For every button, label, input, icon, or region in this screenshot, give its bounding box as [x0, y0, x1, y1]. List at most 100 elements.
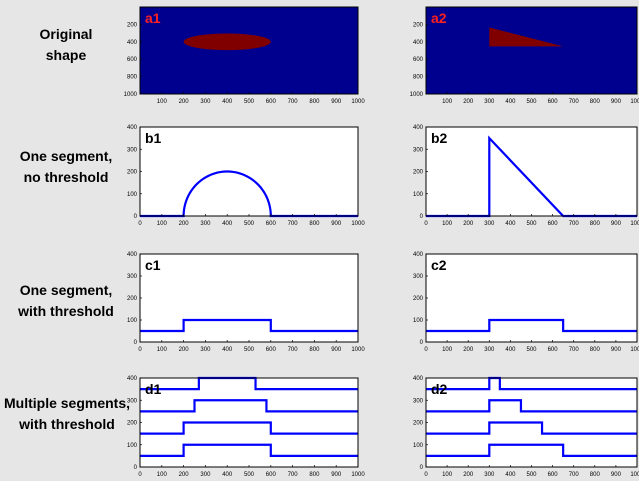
x-tick-label: 200	[463, 99, 474, 105]
y-tick-label: 100	[127, 192, 138, 198]
x-tick-label: 700	[569, 99, 580, 105]
y-tick-label: 400	[127, 125, 138, 131]
plot-area	[139, 6, 359, 95]
x-tick-label: 600	[548, 472, 559, 478]
x-tick-label: 1000	[351, 472, 365, 478]
x-tick-label: 800	[309, 221, 320, 227]
x-tick-label: 700	[569, 221, 580, 227]
x-tick-label: 300	[484, 99, 495, 105]
x-tick-label: 900	[331, 472, 342, 478]
profile-line	[140, 170, 358, 218]
y-tick-label: 200	[413, 296, 424, 302]
x-tick-label: 0	[138, 472, 142, 478]
panel-label-d1: d1	[145, 381, 162, 397]
panel-d2: 0 100 200 300 400 500 600 700 800 900 1000 0 100 200 3…	[413, 376, 639, 478]
x-tick-label: 700	[569, 472, 580, 478]
row-label-one-segment-no-threshold: One segment, no threshold	[0, 146, 132, 188]
x-tick-label: 200	[463, 221, 474, 227]
x-tick-label: 600	[548, 347, 559, 353]
x-tick-label: 600	[266, 472, 277, 478]
x-tick-label: 100	[442, 347, 453, 353]
panel-label-a1: a1	[145, 10, 161, 26]
x-tick-label: 200	[179, 99, 190, 105]
x-tick-label: 900	[611, 99, 622, 105]
y-tick-label: 200	[127, 170, 138, 176]
x-tick-label: 700	[288, 472, 299, 478]
x-tick-label: 300	[200, 472, 211, 478]
x-tick-label: 500	[526, 221, 537, 227]
panel-label-c1: c1	[145, 257, 161, 273]
x-tick-label: 900	[611, 347, 622, 353]
x-tick-label: 400	[505, 347, 516, 353]
panel-d1: 0 100 200 300 400 500 600 700 800 900 1000 0 100 200 3…	[127, 376, 365, 478]
segment-line-3	[140, 399, 358, 413]
x-tick-label: 300	[484, 347, 495, 353]
x-tick-label: 400	[505, 472, 516, 478]
x-tick-label: 900	[331, 221, 342, 227]
x-tick-label: 1000	[351, 221, 365, 227]
x-tick-label: 800	[309, 99, 320, 105]
x-tick-label: 600	[548, 221, 559, 227]
row-label-one-segment-with-threshold: One segment, with threshold	[0, 280, 132, 322]
y-tick-label: 400	[413, 252, 424, 258]
x-tick-label: 0	[138, 221, 142, 227]
y-tick-label: 0	[420, 465, 424, 471]
x-tick-label: 200	[463, 472, 474, 478]
y-tick-label: 300	[127, 147, 138, 153]
x-tick-label: 800	[590, 221, 601, 227]
y-tick-label: 400	[413, 40, 424, 46]
y-tick-label: 200	[127, 22, 138, 28]
x-tick-label: 600	[266, 221, 277, 227]
x-tick-label: 400	[505, 99, 516, 105]
x-tick-label: 400	[222, 221, 233, 227]
y-tick-label: 300	[127, 398, 138, 404]
segment-line-1	[140, 443, 358, 457]
y-tick-label: 300	[127, 274, 138, 280]
y-tick-label: 400	[127, 40, 138, 46]
x-tick-label: 500	[244, 347, 255, 353]
x-tick-label: 600	[266, 99, 277, 105]
panel-label-d2: d2	[431, 381, 448, 397]
plot-area	[425, 6, 638, 95]
y-tick-label: 200	[127, 296, 138, 302]
y-tick-label: 1000	[410, 92, 424, 98]
panel-label-b2: b2	[431, 130, 448, 146]
y-tick-label: 0	[134, 214, 138, 220]
row-label-text: One segment, with threshold	[18, 282, 114, 319]
y-tick-label: 300	[413, 147, 424, 153]
y-tick-label: 600	[127, 57, 138, 63]
profile-line	[140, 318, 358, 333]
x-tick-label: 400	[222, 99, 233, 105]
x-tick-label: 800	[309, 347, 320, 353]
panel-b2: 0 100 200 300 400 500 600 700 800 900 1000 0 100 200 3…	[413, 125, 639, 227]
panel-label-a2: a2	[431, 10, 447, 26]
x-tick-label: 0	[424, 472, 428, 478]
y-tick-label: 200	[127, 421, 138, 427]
segment-line-2	[140, 421, 358, 435]
y-tick-label: 0	[420, 214, 424, 220]
x-tick-label: 100	[157, 347, 168, 353]
x-tick-label: 400	[222, 472, 233, 478]
x-tick-label: 0	[424, 221, 428, 227]
x-tick-label: 400	[222, 347, 233, 353]
x-tick-label: 500	[526, 99, 537, 105]
x-tick-label: 100	[157, 472, 168, 478]
x-tick-label: 200	[179, 347, 190, 353]
segment-line-3	[426, 399, 637, 413]
x-tick-label: 300	[484, 221, 495, 227]
plot-area	[425, 253, 638, 343]
x-tick-label: 1000	[630, 472, 639, 478]
panel-b1: 0 100 200 300 400 500 600 700 800 900 1000 0 100 200 3…	[127, 125, 365, 227]
y-tick-label: 0	[134, 340, 138, 346]
x-tick-label: 300	[200, 347, 211, 353]
x-tick-label: 900	[331, 99, 342, 105]
x-tick-label: 800	[590, 347, 601, 353]
x-tick-label: 700	[288, 99, 299, 105]
x-tick-label: 900	[611, 472, 622, 478]
row-label-text: Multiple segments, with threshold	[3, 395, 131, 432]
x-tick-label: 1000	[630, 347, 639, 353]
x-tick-label: 100	[442, 221, 453, 227]
x-tick-label: 900	[611, 221, 622, 227]
x-tick-label: 0	[424, 347, 428, 353]
x-tick-label: 100	[442, 472, 453, 478]
